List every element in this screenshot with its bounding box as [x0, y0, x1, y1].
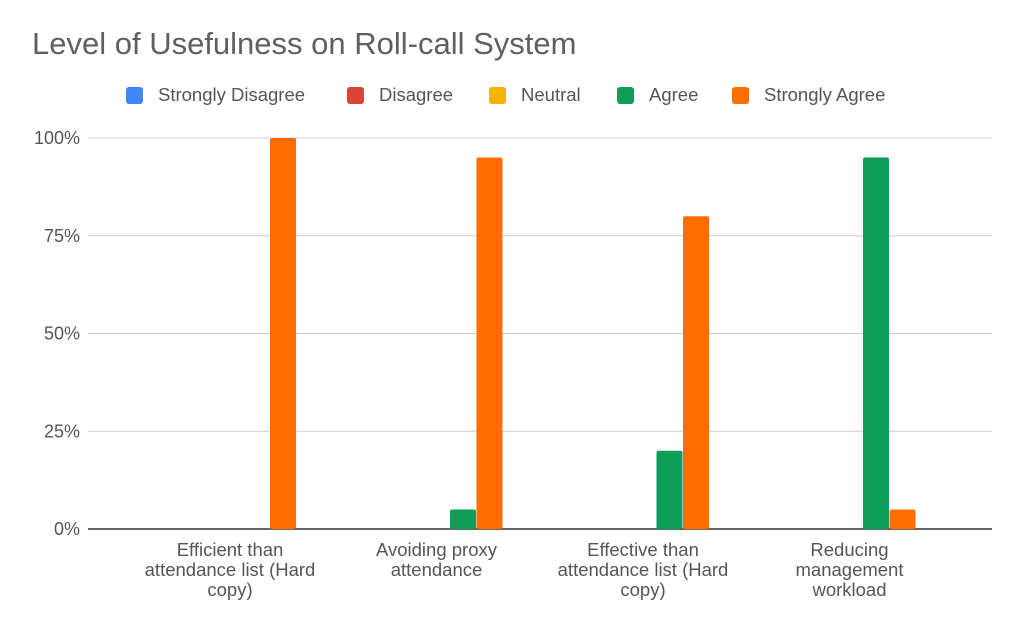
legend-swatch [617, 86, 634, 104]
bar-strongly-agree [476, 157, 503, 530]
y-tick-label: 75% [44, 226, 80, 246]
legend-item-strongly-disagree: Strongly Disagree [126, 84, 305, 106]
bar-agree [863, 157, 889, 530]
x-tick-label: Efficient than attendance list (Hard cop… [144, 539, 316, 600]
legend-item-neutral: Neutral [489, 84, 581, 106]
legend-item-disagree: Disagree [347, 84, 453, 106]
x-tick-label: Avoiding proxy attendance [375, 539, 497, 580]
bar-agree [450, 509, 476, 529]
y-tick-label: 25% [44, 421, 80, 441]
legend-swatch [489, 86, 506, 104]
bar-strongly-agree [889, 509, 916, 529]
legend-swatch [732, 86, 749, 104]
legend: Strongly Disagree Disagree Neutral Agree… [0, 84, 1024, 110]
legend-swatch [126, 86, 143, 104]
legend-label: Strongly Disagree [158, 84, 306, 105]
legend-label: Strongly Agree [764, 84, 886, 105]
x-tick-label: Effective than attendance list (Hard cop… [557, 539, 729, 600]
bar-agree [656, 450, 683, 529]
legend-label: Neutral [521, 84, 581, 105]
legend-item-agree: Agree [617, 84, 698, 106]
legend-swatch [347, 86, 364, 104]
legend-label: Disagree [379, 84, 454, 105]
chart-title: Level of Usefulness on Roll-call System [32, 26, 577, 61]
legend-label: Agree [649, 84, 699, 105]
bar-strongly-agree [683, 216, 709, 529]
y-tick-label: 0% [54, 519, 80, 539]
legend-item-strongly-agree: Strongly Agree [732, 84, 885, 106]
y-tick-label: 50% [44, 324, 80, 344]
y-tick-label: 100% [34, 128, 80, 148]
x-tick-label: Reducing management workload [795, 539, 904, 600]
bar-strongly-agree [270, 138, 296, 529]
